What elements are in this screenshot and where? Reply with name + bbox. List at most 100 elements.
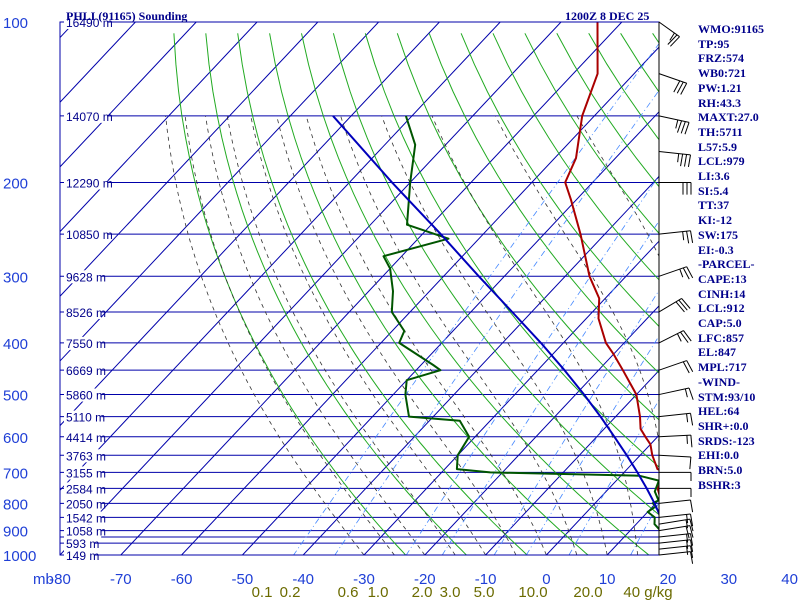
height-label-bg xyxy=(64,497,102,511)
wind-barb xyxy=(658,21,680,38)
isotherm-line xyxy=(60,22,197,168)
mixing-ratio-line xyxy=(441,220,659,555)
moist-adiabat xyxy=(165,115,365,555)
wind-barb-flag xyxy=(667,34,678,45)
index-item: SHR+:0.0 xyxy=(698,418,766,434)
moist-adiabat xyxy=(205,115,426,555)
height-label-bg xyxy=(64,430,102,444)
isotherm-line xyxy=(546,434,659,555)
temperature-tick-label: -10 xyxy=(475,571,497,588)
pressure-tick-label: 900 xyxy=(3,524,28,541)
wind-barb-flag xyxy=(689,525,694,538)
dry-adiabat xyxy=(205,33,468,555)
wind-barb-flag xyxy=(684,388,688,398)
wind-barb-flag xyxy=(690,513,694,527)
isotherm-line xyxy=(60,22,562,555)
height-label-bg xyxy=(64,388,102,402)
index-item: SW:175 xyxy=(698,227,766,243)
dry-adiabat xyxy=(492,33,659,281)
wind-barb xyxy=(658,518,690,525)
index-item: WB0:721 xyxy=(698,66,766,81)
height-label: 593 m xyxy=(66,537,99,551)
moist-adiabat xyxy=(340,115,578,555)
mixing-ratio-line xyxy=(293,42,659,555)
isotherm-line xyxy=(60,22,319,298)
indices-panel: WMO:91165 TP:95 FRZ:574 WB0:721 PW:1.21 RH:43… xyxy=(698,22,766,493)
pressure-unit-label: mb xyxy=(33,571,54,588)
dewpoint-profile xyxy=(382,115,659,531)
wind-barb-flag xyxy=(678,299,688,311)
height-label-bg xyxy=(64,549,95,562)
moist-adiabat xyxy=(381,115,608,555)
height-label: 149 m xyxy=(66,549,99,563)
wind-barb-flag xyxy=(673,80,681,93)
wind-barb xyxy=(658,539,691,544)
dry-adiabat xyxy=(428,33,659,374)
index-item: LCL:979 xyxy=(698,154,766,170)
mixing-ratio-label: 20.0 xyxy=(573,584,602,600)
height-label-bg xyxy=(64,511,102,525)
wind-barb-flag xyxy=(675,119,679,129)
height-label: 2050 m xyxy=(66,497,106,511)
temperature-tick-label: 30 xyxy=(720,571,737,588)
dry-adiabat xyxy=(301,33,650,555)
wind-barb-flag xyxy=(683,330,692,342)
chart-title: PHLI (91165) Sounding xyxy=(66,9,188,23)
index-item: EL:847 xyxy=(698,345,766,361)
wind-barb xyxy=(658,73,687,84)
isotherm-line xyxy=(60,22,440,427)
wind-barb-flag xyxy=(689,456,692,470)
height-label-bg xyxy=(64,537,95,551)
wind-barb-flag xyxy=(690,539,694,552)
index-item: CINH:14 xyxy=(698,286,766,302)
mixing-ratio-label: 5.0 xyxy=(474,584,495,600)
height-label: 5860 m xyxy=(66,389,106,403)
index-item: CAPE:13 xyxy=(698,271,766,287)
isotherm-line xyxy=(60,22,379,362)
wind-barb-flag xyxy=(681,298,691,309)
height-label: 8526 m xyxy=(66,306,106,320)
wind-barb-flag xyxy=(676,120,683,133)
temperature-tick-label: 40 xyxy=(781,571,798,588)
height-label: 1542 m xyxy=(66,511,106,525)
wind-barb xyxy=(658,330,684,344)
index-item: FRZ:574 xyxy=(698,51,766,67)
pressure-tick-label: 200 xyxy=(3,175,28,192)
dry-adiabat xyxy=(396,33,659,421)
wind-barb-flag xyxy=(690,413,694,426)
index-item: LCL:912 xyxy=(698,301,766,317)
sounding-time: 1200Z 8 DEC 25 xyxy=(565,9,650,23)
temperature-tick-label: 0 xyxy=(542,571,550,588)
wind-barb-flag xyxy=(689,518,694,532)
dry-adiabat xyxy=(269,33,589,555)
temperature-tick-label: -50 xyxy=(232,571,254,588)
wind-barb-flag xyxy=(686,435,688,444)
wind-barb xyxy=(658,525,690,532)
wind-barb-flag xyxy=(682,361,690,374)
isotherm-line xyxy=(424,305,659,555)
pressure-tick-label: 300 xyxy=(3,269,28,286)
isotherm-line xyxy=(181,46,659,555)
index-item: LI:3.6 xyxy=(698,169,766,184)
wind-barb xyxy=(658,513,691,518)
wind-barb-flag xyxy=(684,122,690,135)
mixing-ratio-label: 3.0 xyxy=(440,584,461,600)
mixing-ratio-label: 1.0 xyxy=(368,584,389,600)
height-label: 10850 m xyxy=(66,228,113,242)
index-item: CAP:5.0 xyxy=(698,316,766,331)
wind-barb-flag xyxy=(680,83,688,95)
mixing-ratio-label: 40 g/kg xyxy=(623,584,672,600)
height-label-bg xyxy=(64,410,102,424)
index-item: MAXT:27.0 xyxy=(698,110,766,125)
dry-adiabat xyxy=(588,33,659,141)
height-label-bg xyxy=(64,270,102,284)
mixing-ratio-label: 10.0 xyxy=(518,584,547,600)
height-label-bg xyxy=(64,109,108,123)
wind-barb xyxy=(658,115,690,123)
dry-adiabat xyxy=(173,33,407,555)
wind-barb-flag xyxy=(688,387,694,400)
mixing-ratio-line xyxy=(762,22,800,566)
index-item: EI:-0.3 xyxy=(698,242,766,258)
index-item: SI:5.4 xyxy=(698,183,766,199)
height-label-bg xyxy=(64,16,108,29)
